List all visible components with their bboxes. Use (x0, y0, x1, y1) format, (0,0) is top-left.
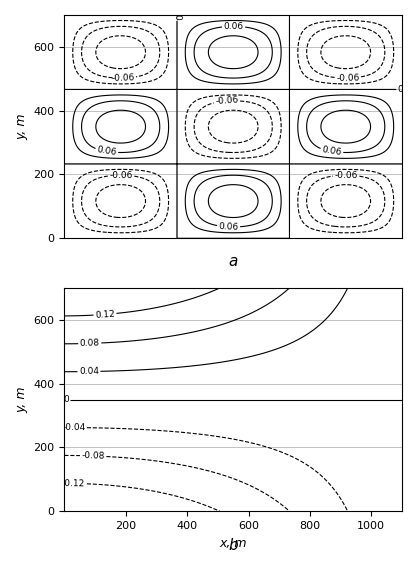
Text: 0.12: 0.12 (95, 309, 116, 320)
Text: -0.06: -0.06 (336, 73, 359, 83)
Text: 0.04: 0.04 (79, 367, 99, 376)
Text: a: a (229, 254, 238, 269)
Text: -0.06: -0.06 (215, 95, 239, 106)
Text: 0.06: 0.06 (224, 22, 244, 31)
Y-axis label: y, m: y, m (15, 386, 28, 413)
Text: 0.06: 0.06 (321, 145, 342, 158)
Text: 0.06: 0.06 (218, 222, 239, 232)
Text: -0.06: -0.06 (111, 73, 135, 83)
Text: 0: 0 (173, 14, 181, 19)
Text: -0.04: -0.04 (62, 423, 85, 432)
Text: 0: 0 (397, 85, 403, 94)
X-axis label: x, m: x, m (219, 537, 247, 550)
Text: -0.08: -0.08 (81, 451, 105, 461)
Text: -0.06: -0.06 (109, 171, 133, 180)
Y-axis label: y, m: y, m (15, 114, 28, 140)
Text: -0.06: -0.06 (334, 171, 358, 180)
Text: 0.06: 0.06 (96, 145, 117, 158)
Text: 0: 0 (63, 395, 69, 404)
Text: 0.08: 0.08 (80, 338, 100, 348)
Text: b: b (229, 538, 238, 553)
Text: -0.12: -0.12 (62, 479, 85, 488)
